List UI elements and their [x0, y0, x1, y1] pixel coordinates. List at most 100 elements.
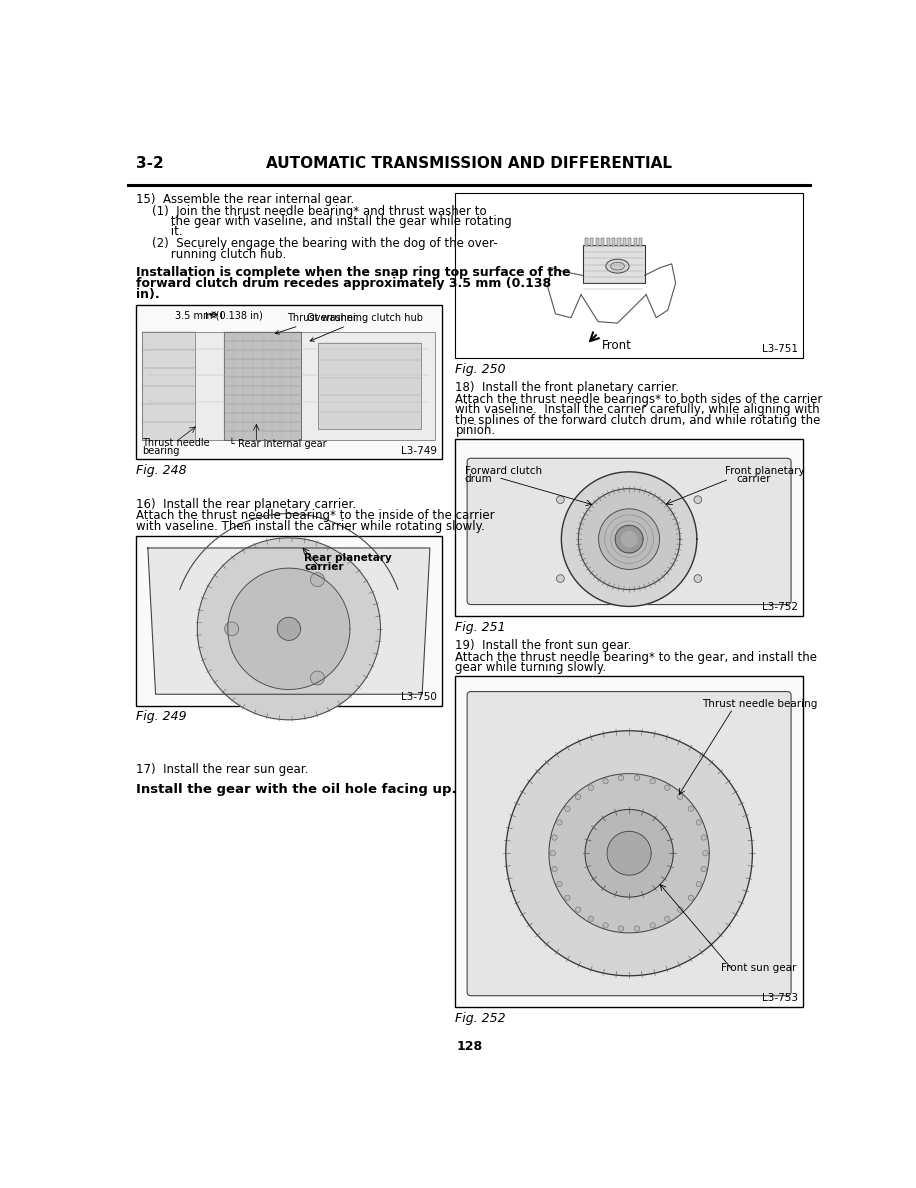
Circle shape [650, 778, 655, 784]
Circle shape [575, 906, 581, 912]
Text: L3-751: L3-751 [762, 345, 798, 354]
Text: 3.5 mm (0.138 in): 3.5 mm (0.138 in) [175, 310, 263, 320]
Polygon shape [311, 573, 324, 587]
Polygon shape [506, 731, 752, 975]
Text: └ Rear internal gear: └ Rear internal gear [229, 438, 327, 449]
Text: Thrust needle bearing: Thrust needle bearing [702, 700, 817, 709]
Text: Fig. 252: Fig. 252 [455, 1012, 507, 1025]
Circle shape [557, 495, 564, 504]
Polygon shape [616, 525, 643, 552]
Text: Fig. 250: Fig. 250 [455, 362, 507, 375]
Circle shape [703, 851, 708, 857]
Circle shape [694, 575, 702, 582]
Text: L3-749: L3-749 [401, 446, 437, 455]
Text: Front sun gear: Front sun gear [721, 962, 797, 973]
Circle shape [701, 835, 706, 840]
Text: gear while turning slowly.: gear while turning slowly. [455, 662, 606, 674]
Polygon shape [278, 618, 300, 640]
Circle shape [650, 923, 655, 928]
Text: Attach the thrust needle bearings* to both sides of the carrier: Attach the thrust needle bearings* to bo… [455, 393, 823, 406]
Circle shape [557, 575, 564, 582]
Text: 3-2: 3-2 [136, 157, 164, 171]
Text: drum: drum [464, 474, 493, 485]
Text: 17)  Install the rear sun gear.: 17) Install the rear sun gear. [136, 763, 309, 776]
Bar [457, 441, 802, 614]
Circle shape [696, 820, 702, 826]
Text: the gear with vaseline, and install the gear while rotating: the gear with vaseline, and install the … [152, 215, 511, 228]
Text: 19)  Install the front sun gear.: 19) Install the front sun gear. [455, 639, 632, 652]
Text: Front planetary: Front planetary [725, 466, 805, 476]
Text: Attach the thrust needle bearing* to the inside of the carrier: Attach the thrust needle bearing* to the… [136, 510, 495, 523]
Text: in).: in). [136, 287, 159, 301]
Circle shape [551, 851, 555, 857]
Bar [612, 239, 616, 246]
Bar [224, 333, 300, 441]
Circle shape [678, 795, 682, 800]
Circle shape [618, 776, 624, 781]
Text: (1)  Join the thrust needle bearing* and thrust washer to: (1) Join the thrust needle bearing* and … [152, 204, 486, 217]
Circle shape [564, 895, 570, 901]
Bar [455, 676, 802, 1007]
Bar [601, 239, 605, 246]
Bar [595, 239, 599, 246]
Circle shape [696, 881, 702, 886]
Circle shape [701, 866, 706, 872]
Text: L3-750: L3-750 [401, 691, 437, 702]
Bar [142, 333, 435, 441]
Text: Rear planetary: Rear planetary [304, 554, 392, 563]
Text: 15)  Assemble the rear internal gear.: 15) Assemble the rear internal gear. [136, 192, 354, 206]
Polygon shape [224, 621, 239, 636]
Text: carrier: carrier [736, 474, 771, 485]
Text: with vaseline.  Install the carrier carefully, while aligning with: with vaseline. Install the carrier caref… [455, 403, 820, 416]
Ellipse shape [605, 259, 629, 273]
Bar [617, 239, 620, 246]
Polygon shape [562, 472, 697, 606]
Text: Overrunning clutch hub: Overrunning clutch hub [307, 314, 422, 341]
Polygon shape [197, 538, 380, 720]
Bar [606, 239, 610, 246]
Ellipse shape [610, 263, 625, 270]
FancyBboxPatch shape [467, 691, 791, 996]
Bar [136, 305, 442, 460]
Circle shape [635, 776, 639, 781]
Text: the splines of the forward clutch drum, and while rotating the: the splines of the forward clutch drum, … [455, 413, 821, 426]
Text: 18)  Install the front planetary carrier.: 18) Install the front planetary carrier. [455, 381, 680, 394]
Circle shape [603, 778, 608, 784]
Text: carrier: carrier [304, 562, 344, 571]
Circle shape [635, 925, 639, 931]
Text: running clutch hub.: running clutch hub. [152, 247, 286, 260]
Bar [142, 333, 195, 441]
Text: Install the gear with the oil hole facing up.: Install the gear with the oil hole facin… [136, 783, 457, 796]
Text: 16)  Install the rear planetary carrier.: 16) Install the rear planetary carrier. [136, 498, 356, 511]
Text: Thrust needle: Thrust needle [142, 438, 210, 448]
Text: bearing: bearing [142, 447, 180, 456]
Bar [455, 440, 802, 617]
Circle shape [588, 785, 594, 790]
Text: Installation is complete when the snap ring top surface of the: Installation is complete when the snap r… [136, 266, 571, 279]
Polygon shape [585, 809, 673, 897]
Polygon shape [311, 671, 324, 685]
Bar [318, 343, 420, 429]
Bar [137, 538, 440, 704]
Circle shape [664, 916, 670, 922]
Bar [137, 307, 440, 457]
Circle shape [551, 835, 557, 840]
Text: Fig. 251: Fig. 251 [455, 620, 507, 633]
Circle shape [688, 895, 693, 901]
Polygon shape [147, 548, 430, 694]
Text: Attach the thrust needle bearing* to the gear, and install the: Attach the thrust needle bearing* to the… [455, 651, 817, 664]
Bar [585, 239, 588, 246]
Circle shape [688, 805, 693, 811]
Circle shape [588, 916, 594, 922]
Polygon shape [607, 832, 651, 876]
Text: Thrust washer: Thrust washer [276, 314, 357, 334]
Text: Fig. 249: Fig. 249 [136, 710, 187, 723]
Text: L3-752: L3-752 [762, 602, 798, 612]
Text: forward clutch drum recedes approximately 3.5 mm (0.138: forward clutch drum recedes approximatel… [136, 277, 551, 290]
Circle shape [603, 923, 608, 928]
Circle shape [557, 881, 562, 886]
Circle shape [678, 906, 682, 912]
Text: (2)  Securely engage the bearing with the dog of the over-: (2) Securely engage the bearing with the… [152, 238, 497, 251]
Polygon shape [621, 531, 637, 546]
Text: AUTOMATIC TRANSMISSION AND DIFFERENTIAL: AUTOMATIC TRANSMISSION AND DIFFERENTIAL [267, 157, 672, 171]
